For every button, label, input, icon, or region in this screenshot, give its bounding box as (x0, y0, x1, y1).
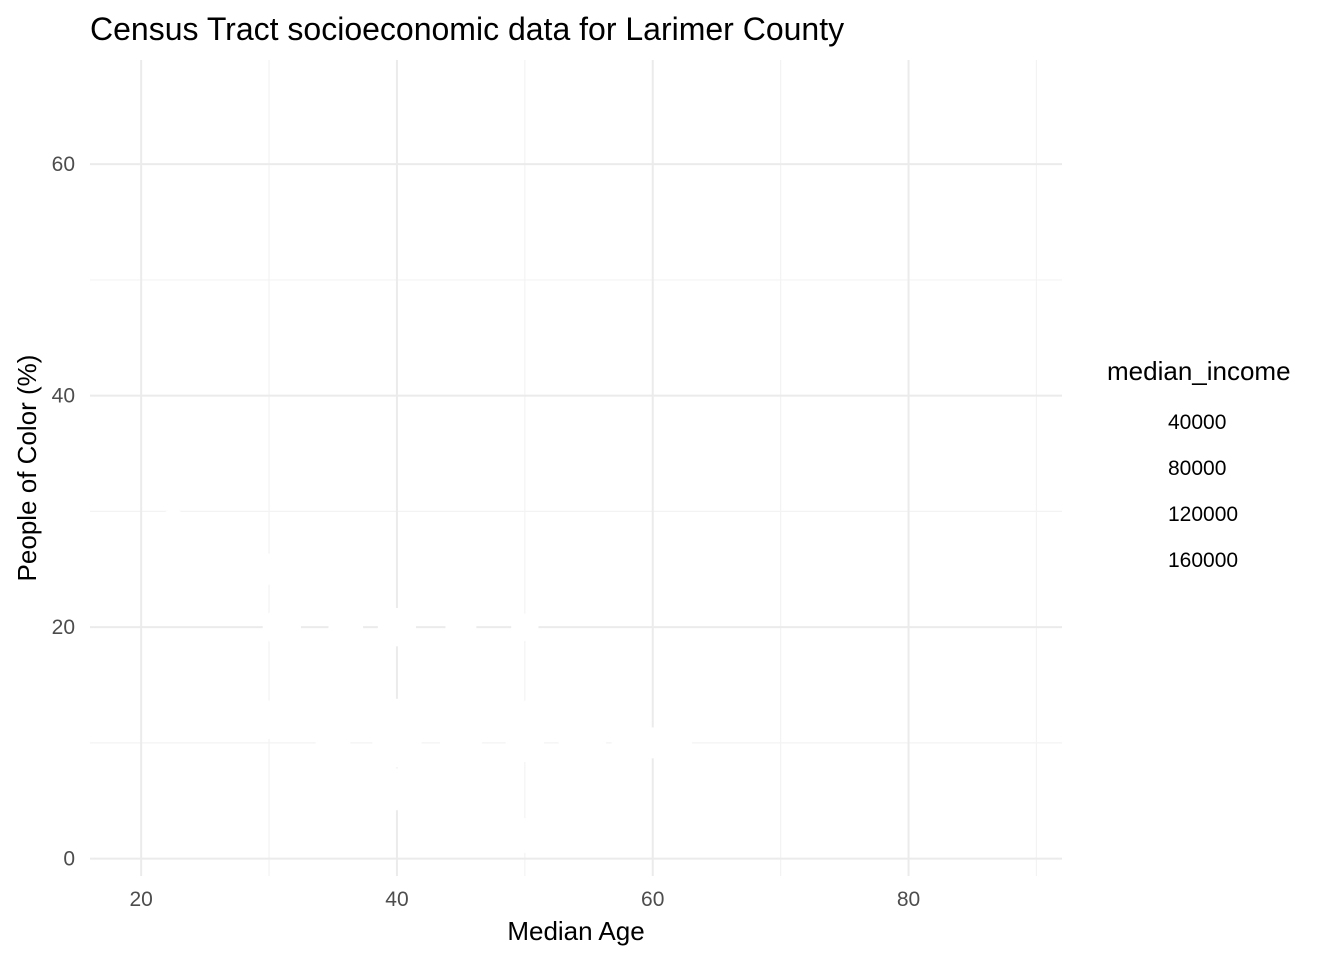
data-point (439, 721, 482, 764)
data-point (253, 553, 285, 585)
y-axis-title: People of Color (%) (12, 355, 42, 582)
legend-label: 80000 (1168, 457, 1226, 480)
legend-label: 120000 (1168, 503, 1238, 526)
data-point (611, 727, 643, 759)
chart-title: Census Tract socioeconomic data for Lari… (90, 11, 844, 47)
data-point (375, 768, 418, 811)
legend-key (1124, 504, 1144, 524)
data-point (511, 613, 539, 641)
y-tick-label: 40 (52, 385, 75, 408)
legend-label: 160000 (1168, 549, 1238, 572)
legend-key (1130, 418, 1138, 426)
legend-entries: 40000 80000 120000 160000 (1121, 411, 1238, 573)
y-tick-label: 60 (52, 153, 75, 176)
data-point (637, 727, 669, 759)
y-tick-label: 0 (63, 848, 75, 871)
legend-title: median_income (1107, 356, 1291, 386)
data-point (249, 700, 289, 739)
data-point (507, 818, 543, 853)
legend-key (1127, 461, 1141, 475)
data-point (445, 611, 477, 643)
x-tick-label: 20 (129, 888, 152, 911)
y-tick-label: 20 (52, 616, 75, 639)
data-point (571, 725, 607, 761)
x-tick-label: 80 (897, 888, 920, 911)
x-axis-title: Median Age (507, 916, 644, 946)
data-point (328, 609, 364, 645)
y-axis-ticks: 0 20 40 60 (52, 153, 75, 870)
data-point (262, 607, 302, 647)
data-point (372, 718, 422, 768)
data-point (505, 723, 545, 763)
legend: median_income 40000 80000 120000 160000 (1107, 356, 1291, 573)
data-points (159, 509, 692, 853)
data-point (664, 729, 692, 757)
legend-label: 40000 (1168, 411, 1226, 434)
data-point (377, 607, 417, 647)
x-tick-label: 60 (641, 888, 664, 911)
data-point (159, 509, 187, 537)
data-point (405, 679, 440, 714)
x-axis-ticks: 20 40 60 80 (129, 888, 920, 911)
legend-key (1121, 547, 1147, 573)
x-tick-label: 40 (385, 888, 408, 911)
data-point (315, 725, 351, 761)
